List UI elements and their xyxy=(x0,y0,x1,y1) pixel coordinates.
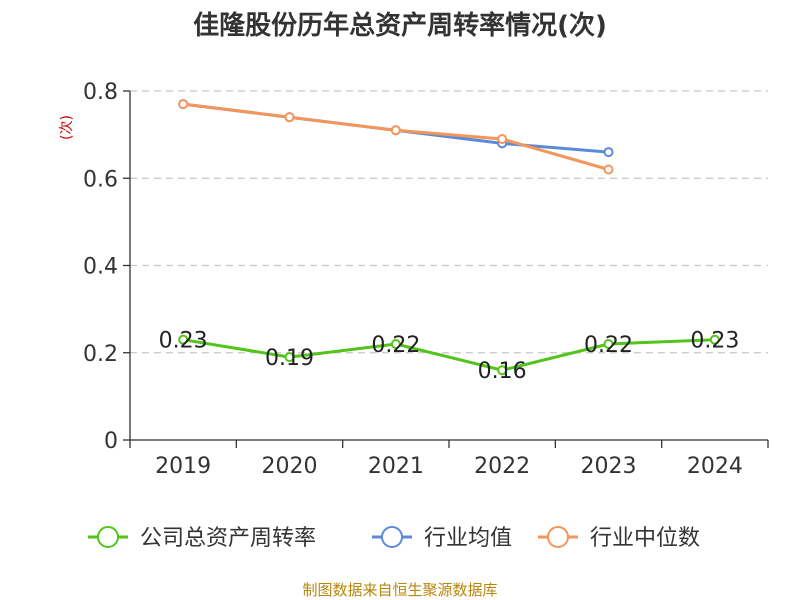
y-tick-label: 0.8 xyxy=(83,80,118,105)
x-tick-label: 2022 xyxy=(474,454,530,479)
data-label: 0.16 xyxy=(478,359,527,384)
data-point[interactable] xyxy=(390,339,401,350)
axes: 0 0.2 0.4 0.6 0.8 2019 2020 2021 2022 2023 2024 xyxy=(83,80,769,479)
y-tick-label: 0 xyxy=(104,429,118,454)
data-point[interactable] xyxy=(709,334,720,345)
data-label: 0.23 xyxy=(159,329,208,354)
y-axis-label: (次) xyxy=(59,115,75,140)
series-layer xyxy=(178,99,720,376)
data-label: 0.19 xyxy=(265,346,314,371)
legend-swatch-marker xyxy=(381,526,403,548)
legend-item-2[interactable]: 行业中位数 xyxy=(538,526,700,551)
y-tick-label: 0.2 xyxy=(83,342,118,367)
y-tick-label: 0.4 xyxy=(83,255,118,280)
data-point[interactable] xyxy=(284,352,295,363)
x-tick-label: 2020 xyxy=(262,454,318,479)
x-tick-label: 2019 xyxy=(155,454,211,479)
data-point[interactable] xyxy=(603,147,614,158)
data-labels: 0.23 0.19 0.22 0.16 0.22 0.23 xyxy=(159,329,740,385)
x-tick-label: 2021 xyxy=(368,454,424,479)
data-point[interactable] xyxy=(178,99,189,110)
legend-label: 行业中位数 xyxy=(590,526,700,551)
data-point[interactable] xyxy=(284,112,295,123)
data-label: 0.22 xyxy=(371,333,420,358)
series-line-0 xyxy=(182,338,715,372)
legend-label: 公司总资产周转率 xyxy=(140,526,316,551)
chart-title: 佳隆股份历年总资产周转率情况(次) xyxy=(193,10,607,41)
data-label: 0.22 xyxy=(584,333,633,358)
legend-swatch-marker xyxy=(97,526,119,548)
source-note: 制图数据来自恒生聚源数据库 xyxy=(302,581,497,599)
x-tick-label: 2023 xyxy=(581,454,637,479)
legend-item-0[interactable]: 公司总资产周转率 xyxy=(88,526,316,551)
grid-lines xyxy=(130,90,768,354)
legend-swatch-marker xyxy=(547,526,569,548)
legend[interactable]: 公司总资产周转率 行业均值 行业中位数 xyxy=(88,526,700,551)
x-tick-label: 2024 xyxy=(687,454,743,479)
series-line-2 xyxy=(183,102,609,171)
y-tick-label: 0.6 xyxy=(83,167,118,192)
legend-item-1[interactable]: 行业均值 xyxy=(372,526,512,551)
data-point[interactable] xyxy=(603,339,614,350)
legend-label: 行业均值 xyxy=(424,526,512,551)
data-point[interactable] xyxy=(497,365,508,376)
data-point[interactable] xyxy=(390,125,401,136)
data-label: 0.23 xyxy=(690,329,739,354)
data-point[interactable] xyxy=(178,334,189,345)
data-point[interactable] xyxy=(603,164,614,175)
data-point[interactable] xyxy=(497,133,508,144)
